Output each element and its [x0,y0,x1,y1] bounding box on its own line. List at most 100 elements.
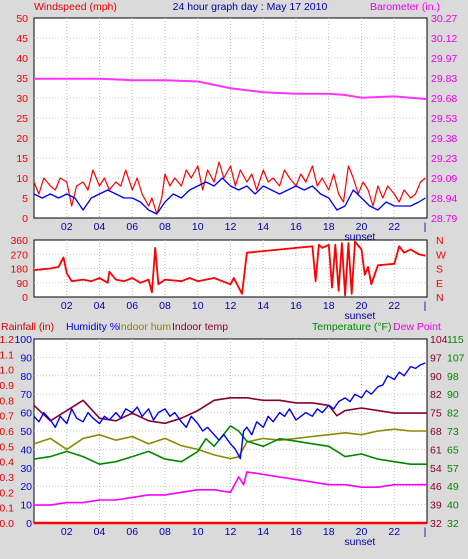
compass-tick-label: E [436,278,443,290]
time-tick-label: 06 [126,300,138,312]
windspeed-tick-label: 5 [22,193,28,205]
temp-tick-label-alt: 40 [447,500,459,512]
temp-tick-label: 61 [430,444,442,456]
rain-tick-label: 0.2 [0,487,14,499]
time-tick-label: 16 [290,300,302,312]
rainfall-axis-title: Rainfall (in) [1,321,54,333]
temp-tick-label-alt: 107 [447,352,465,364]
time-tick-label: 22 [388,526,400,538]
time-tick-label: 14 [257,300,269,312]
time-tick-label: 06 [126,526,138,538]
barometer-axis-title: Barometer (in.) [370,1,440,13]
windspeed-tick-label: 15 [16,153,28,165]
temp-tick-label-alt: 73 [447,426,459,438]
windspeed-axis-title: Windspeed (mph) [34,1,117,13]
barometer-tick-label: 28.94 [431,193,457,205]
humidity-tick-label: 40 [20,444,32,456]
dew-point-axis-title: Dew Point [393,321,441,333]
temp-tick-label-alt: 65 [447,444,459,456]
sunset-label: sunset [344,310,375,322]
time-tick-label: 02 [61,300,73,312]
windspeed-tick-label: 50 [16,13,28,25]
time-tick-label: 16 [290,526,302,538]
graph-title: 24 hour graph day : May 17 2010 [173,1,328,13]
humidity-tick-label: 50 [20,426,32,438]
barometer-tick-label: 29.68 [431,93,457,105]
direction-tick-label: 270 [10,249,28,261]
sunset-label: sunset [344,536,375,548]
time-tick-label: 10 [192,300,204,312]
direction-tick-label: 360 [10,235,28,247]
barometer-tick-label: 30.12 [431,33,457,45]
rain-tick-label: 0.9 [0,380,14,392]
temp-tick-label: 54 [430,463,442,475]
temperature-axis-title: Temperature (°F) [312,321,391,333]
temp-tick-label: 75 [430,408,442,420]
temp-tick-label: 82 [430,389,442,401]
time-tick-label: 02 [61,221,73,233]
time-tick-label: 18 [323,221,335,233]
time-tick-label: 22 [388,300,400,312]
dew-point-line [34,471,427,506]
compass-tick-label: N [436,292,444,304]
time-tick-label: 10 [192,221,204,233]
end-tick-label: | [424,526,427,538]
windspeed-tick-label: 35 [16,73,28,85]
windspeed-tick-label: 0 [22,213,28,225]
temp-tick-label: 46 [430,481,442,493]
rain-tick-label: 0.3 [0,472,14,484]
time-tick-label: 08 [159,526,171,538]
rain-tick-label: 0.4 [0,457,14,469]
barometer-tick-label: 29.09 [431,173,457,185]
windspeed-tick-label: 45 [16,33,28,45]
rain-tick-label: 1.0 [0,365,14,377]
temp-tick-label-alt: 57 [447,463,459,475]
temp-tick-label-alt: 115 [447,334,464,346]
rain-tick-label: 0.7 [0,411,14,423]
compass-tick-label: W [436,249,446,261]
rain-tick-label: 0.8 [0,395,14,407]
humidity-line [33,362,426,460]
compass-tick-label: S [436,264,443,276]
temp-tick-label: 90 [430,371,442,383]
time-tick-label: 18 [323,300,335,312]
windspeed-line [33,161,426,215]
humidity-tick-label: 10 [20,500,32,512]
indoor-hum-line [33,428,427,460]
wind-direction-line [33,240,426,297]
windspeed-tick-label: 10 [16,173,28,185]
barometer-tick-label: 29.38 [431,133,457,145]
temp-tick-label: 104 [430,334,448,346]
time-tick-label: 08 [159,300,171,312]
temp-tick-label-alt: 49 [447,481,459,493]
end-tick-label: | [424,221,427,233]
time-tick-label: 20 [356,526,368,538]
barometer-tick-label: 29.23 [431,153,457,165]
windspeed-tick-label: 30 [16,93,28,105]
temp-tick-label: 39 [430,500,442,512]
temp-tick-label-alt: 32 [447,518,459,530]
time-tick-label: 08 [159,221,171,233]
humidity-tick-label: 20 [20,481,32,493]
time-tick-label: 16 [290,221,302,233]
temp-tick-label-alt: 98 [447,371,459,383]
time-tick-label: 20 [356,221,368,233]
end-tick-label: | [424,300,427,312]
rain-tick-label: 0.0 [0,518,14,530]
windspeed-tick-label: 25 [16,113,28,125]
barometer-tick-label: 29.83 [431,73,457,85]
time-tick-label: 22 [388,221,400,233]
wind-average-line [33,177,426,215]
windspeed-tick-label: 20 [16,133,28,145]
humidity-tick-label: 0 [26,518,32,530]
time-tick-label: 10 [192,526,204,538]
direction-tick-label: 0 [22,292,28,304]
barometer-tick-label: 29.53 [431,113,457,125]
humidity-tick-label: 70 [20,389,32,401]
time-tick-label: 12 [225,221,237,233]
indoor-temp-axis-title: Indoor temp [172,321,228,333]
humidity-tick-label: 60 [20,408,32,420]
rain-tick-label: 1.1 [0,349,14,361]
